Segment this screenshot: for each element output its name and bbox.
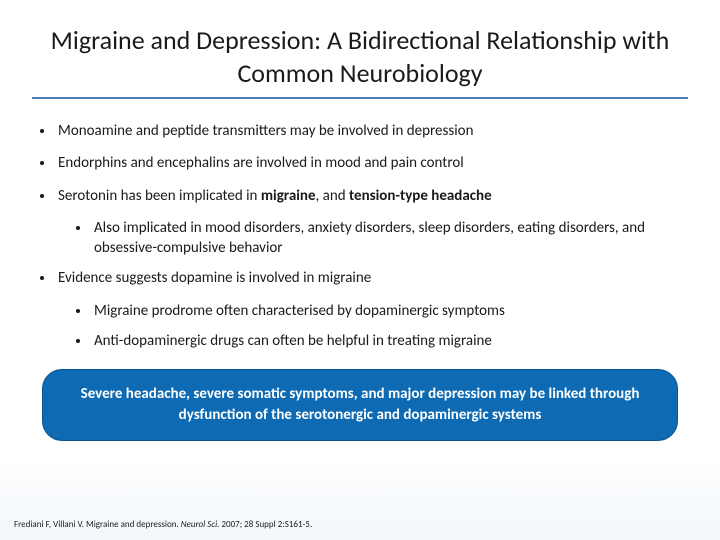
bullet-text: Evidence suggests dopamine is involved i…: [58, 268, 688, 288]
bullet-item: Serotonin has been implicated in migrain…: [40, 186, 688, 206]
slide: Migraine and Depression: A Bidirectional…: [0, 0, 720, 540]
citation-journal: Neurol Sci.: [181, 519, 220, 530]
bullet-text: Endorphins and encephalins are involved …: [58, 153, 688, 173]
citation-details: 2007; 28 Suppl 2:S161-5.: [219, 519, 312, 530]
callout-box: Severe headache, severe somatic symptoms…: [42, 369, 678, 441]
bullet-mark-icon: [40, 129, 44, 133]
bullet-mark-icon: [40, 161, 44, 165]
slide-title: Migraine and Depression: A Bidirectional…: [32, 24, 688, 99]
bullet-text: Serotonin has been implicated in migrain…: [58, 186, 688, 206]
bullet-list: Monoamine and peptide transmitters may b…: [32, 121, 688, 351]
sub-bullet-item: Anti-dopaminergic drugs can often be hel…: [76, 331, 688, 351]
citation: Frediani F, Villani V. Migraine and depr…: [14, 519, 312, 530]
bullet-mark-icon: [76, 339, 80, 343]
sub-bullet-text: Anti-dopaminergic drugs can often be hel…: [94, 331, 688, 351]
sub-bullet-text: Also implicated in mood disorders, anxie…: [94, 218, 688, 259]
bullet-text: Monoamine and peptide transmitters may b…: [58, 121, 688, 141]
sub-bullet-item: Also implicated in mood disorders, anxie…: [76, 218, 688, 259]
bullet-item: Monoamine and peptide transmitters may b…: [40, 121, 688, 141]
bullet-mark-icon: [40, 276, 44, 280]
sub-bullet-text: Migraine prodrome often characterised by…: [94, 301, 688, 321]
bullet-item: Evidence suggests dopamine is involved i…: [40, 268, 688, 288]
bullet-mark-icon: [40, 194, 44, 198]
bullet-mark-icon: [76, 226, 80, 230]
bullet-item: Endorphins and encephalins are involved …: [40, 153, 688, 173]
sub-bullet-item: Migraine prodrome often characterised by…: [76, 301, 688, 321]
bullet-mark-icon: [76, 309, 80, 313]
citation-authors: Frediani F, Villani V. Migraine and depr…: [14, 519, 179, 530]
